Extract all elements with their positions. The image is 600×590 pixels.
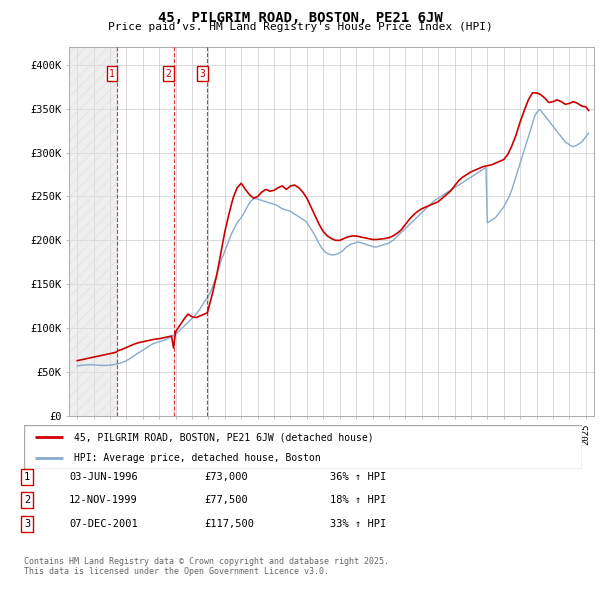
Text: 12-NOV-1999: 12-NOV-1999 — [69, 496, 138, 505]
Bar — [69, 47, 117, 416]
Text: 45, PILGRIM ROAD, BOSTON, PE21 6JW (detached house): 45, PILGRIM ROAD, BOSTON, PE21 6JW (deta… — [74, 432, 374, 442]
Text: Price paid vs. HM Land Registry's House Price Index (HPI): Price paid vs. HM Land Registry's House … — [107, 22, 493, 32]
Text: 2: 2 — [166, 68, 172, 78]
Text: 07-DEC-2001: 07-DEC-2001 — [69, 519, 138, 529]
Text: 2: 2 — [24, 496, 30, 505]
Text: 1: 1 — [109, 68, 115, 78]
Text: 18% ↑ HPI: 18% ↑ HPI — [330, 496, 386, 505]
Text: 3: 3 — [199, 68, 205, 78]
Text: This data is licensed under the Open Government Licence v3.0.: This data is licensed under the Open Gov… — [24, 567, 329, 576]
Text: £73,000: £73,000 — [204, 472, 248, 481]
Text: 45, PILGRIM ROAD, BOSTON, PE21 6JW: 45, PILGRIM ROAD, BOSTON, PE21 6JW — [158, 11, 442, 25]
Text: £77,500: £77,500 — [204, 496, 248, 505]
Text: 1: 1 — [24, 472, 30, 481]
Text: £117,500: £117,500 — [204, 519, 254, 529]
Text: Contains HM Land Registry data © Crown copyright and database right 2025.: Contains HM Land Registry data © Crown c… — [24, 558, 389, 566]
Text: 33% ↑ HPI: 33% ↑ HPI — [330, 519, 386, 529]
Text: 36% ↑ HPI: 36% ↑ HPI — [330, 472, 386, 481]
Text: 03-JUN-1996: 03-JUN-1996 — [69, 472, 138, 481]
Text: 3: 3 — [24, 519, 30, 529]
Text: HPI: Average price, detached house, Boston: HPI: Average price, detached house, Bost… — [74, 453, 321, 463]
